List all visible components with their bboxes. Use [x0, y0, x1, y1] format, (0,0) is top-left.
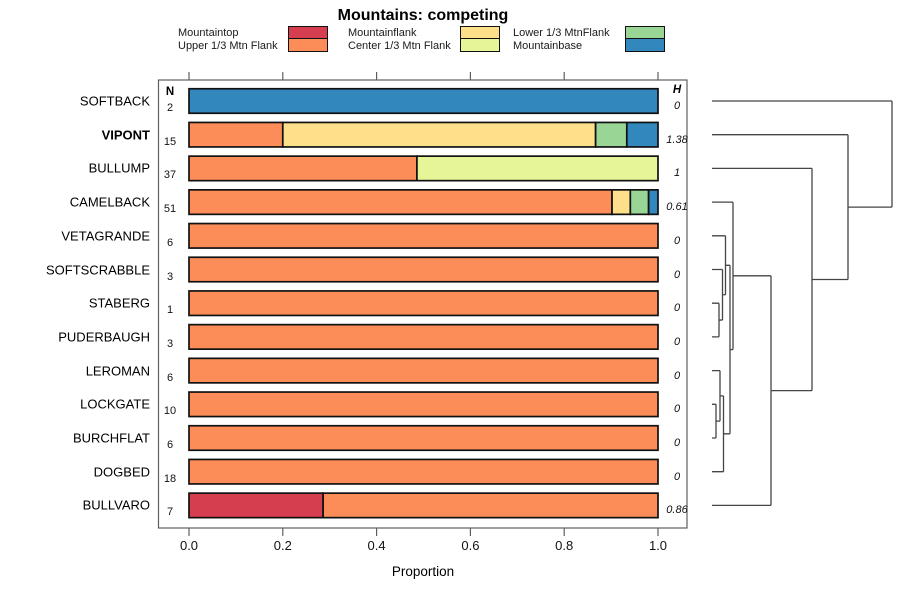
n-value: 6	[166, 371, 174, 384]
bar-segment	[281, 121, 597, 148]
bar-segment	[322, 492, 659, 519]
bar-segment	[188, 222, 659, 249]
n-value: 10	[163, 405, 177, 418]
h-value: 0	[673, 100, 681, 112]
dendrogram	[712, 100, 893, 507]
bar-segment	[188, 492, 324, 519]
h-column-header: H	[672, 84, 682, 96]
h-value: 0	[673, 335, 681, 348]
legend-swatch-mountainflank	[460, 26, 500, 39]
x-tick-label: 0.2	[273, 538, 292, 553]
legend-swatch-group-2	[460, 26, 500, 52]
bar-segment	[188, 357, 659, 384]
bar-segment	[188, 424, 659, 452]
n-value: 1	[166, 304, 174, 317]
row-label-vetagrande: VETAGRANDE	[61, 228, 150, 244]
bar-segment	[188, 458, 659, 485]
bar-segment	[188, 87, 659, 115]
x-tick-label: 0.8	[555, 538, 574, 553]
legend-swatch-group-3	[625, 26, 665, 52]
bar-segment	[188, 121, 284, 148]
x-tick-label: 0.0	[179, 538, 199, 553]
bar-segment	[625, 121, 659, 148]
legend-swatch-mountainbase	[625, 39, 665, 52]
h-value: 0	[673, 470, 681, 483]
h-value: 0	[673, 437, 681, 449]
n-value: 18	[163, 472, 177, 485]
row-label-dogbed: DOGBED	[93, 464, 150, 480]
row-label-burchflat: BURCHFLAT	[72, 430, 150, 446]
legend-swatch-center-flank	[460, 39, 500, 52]
row-label-camelback: CAMELBACK	[69, 194, 150, 210]
x-tick-label: 1.0	[648, 538, 668, 553]
n-value: 6	[166, 439, 174, 451]
row-label-staberg: STABERG	[88, 295, 150, 311]
row-label-bullvaro: BULLVARO	[82, 497, 150, 513]
legend-swatch-mountaintop	[288, 26, 328, 39]
row-label-leroman: LEROMAN	[85, 363, 150, 379]
legend-label-mountainbase: Mountainbase	[513, 40, 583, 52]
bar-segment	[594, 121, 628, 148]
h-value: 1.38	[666, 133, 688, 146]
plot-box	[157, 79, 688, 529]
h-value: 0	[673, 234, 681, 247]
h-value: 0.61	[666, 201, 688, 214]
n-value: 15	[163, 135, 177, 148]
x-tick-label: 0.4	[367, 538, 386, 553]
n-value: 37	[163, 169, 177, 182]
bar-segment	[188, 189, 613, 216]
n-value: 51	[163, 203, 177, 216]
row-label-softscrabble: SOFTSCRABBLE	[45, 262, 150, 277]
legend-label-upper-flank: Upper 1/3 Mtn Flank	[178, 40, 278, 52]
row-label-softback: SOFTBACK	[79, 93, 150, 109]
bar-segment	[611, 189, 632, 216]
h-value: 1	[673, 167, 681, 180]
bar-segment	[188, 155, 418, 182]
legend-label-center-flank: Center 1/3 Mtn Flank	[348, 40, 451, 52]
legend-swatch-group-1	[288, 26, 328, 52]
h-value: 0	[673, 369, 681, 382]
h-value: 0.86	[666, 504, 688, 517]
n-value: 6	[166, 236, 174, 249]
legend-label-mountainflank: Mountainflank	[348, 27, 417, 39]
h-value: 0	[673, 268, 681, 281]
h-value: 0	[673, 302, 681, 315]
legend-label-lower-flank: Lower 1/3 MtnFlank	[513, 27, 610, 39]
legend-label-mountaintop: Mountaintop	[178, 27, 239, 39]
bar-segment	[416, 155, 659, 182]
bar-segment	[629, 189, 650, 216]
row-label-bullump: BULLUMP	[88, 160, 150, 176]
bar-segment	[188, 391, 659, 418]
bar-segment	[188, 290, 659, 317]
row-label-lockgate: LOCKGATE	[80, 396, 150, 412]
x-tick-label: 0.6	[461, 538, 480, 553]
n-value: 7	[166, 506, 174, 519]
bar-segment	[188, 323, 659, 350]
h-value: 0	[673, 403, 681, 416]
n-column-header: N	[165, 86, 175, 98]
chart-title: Mountains: competing	[337, 7, 509, 24]
legend-swatch-lower-flank	[625, 26, 665, 39]
n-value: 2	[166, 102, 174, 114]
row-label-vipont: VIPONT	[101, 127, 150, 143]
n-value: 3	[166, 337, 174, 350]
row-label-puderbaugh: PUDERBAUGH	[58, 329, 150, 345]
x-axis-title: Proportion	[391, 564, 455, 579]
legend-swatch-upper-flank	[288, 39, 328, 52]
bar-segment	[647, 189, 659, 216]
bar-segment	[188, 256, 659, 283]
n-value: 3	[166, 270, 174, 283]
